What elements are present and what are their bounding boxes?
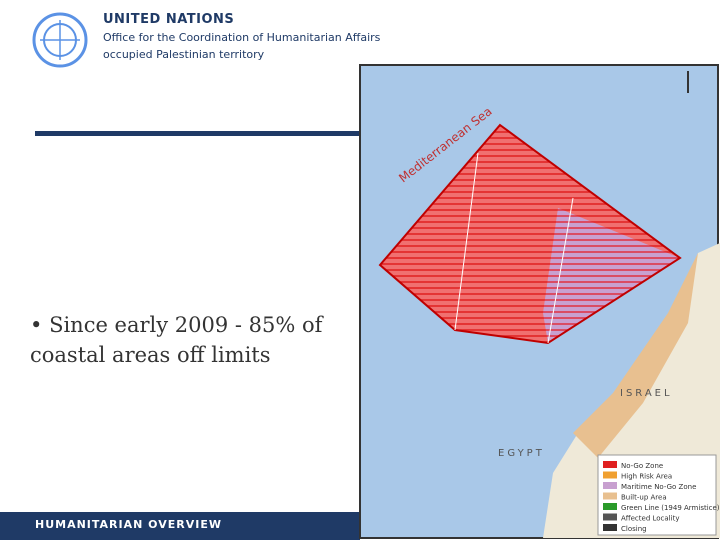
- legend-swatch: [603, 524, 617, 531]
- map-label: ISRAEL: [620, 388, 673, 399]
- legend-items: No-Go Zone High Risk Area Maritime No-Go Z…: [603, 461, 720, 533]
- legend-swatch: [603, 492, 617, 500]
- legend-swatch: [603, 471, 617, 479]
- map-label: EGYPT: [498, 448, 545, 459]
- office-name: Office for the Coordination of Humanitar…: [103, 31, 381, 44]
- legend-swatch: [603, 461, 617, 468]
- org-name: UNITED NATIONS: [103, 12, 235, 27]
- un-logo: [32, 12, 88, 68]
- footer-bar: [0, 512, 360, 540]
- map: Mediterranean Sea ISRAEL EGYPT No-Go Zon…: [359, 64, 720, 539]
- legend-swatch: [603, 513, 617, 521]
- legend-swatch: [603, 503, 617, 510]
- legend-swatch: [603, 482, 617, 489]
- legend-label: Affected Locality: [621, 515, 679, 523]
- legend-label: Green Line (1949 Armistice): [621, 504, 720, 512]
- divider: [35, 131, 360, 136]
- legend-label: Closing: [621, 525, 647, 533]
- legend: [597, 454, 717, 536]
- legend-label: No-Go Zone: [621, 462, 663, 470]
- footer-text: HUMANITARIAN OVERVIEW: [35, 518, 222, 531]
- territory-name: occupied Palestinian territory: [103, 48, 265, 61]
- legend-label: Maritime No-Go Zone: [621, 483, 696, 491]
- legend-label: Built-up Area: [621, 494, 667, 502]
- bullet-body: Since early 2009 - 85% of coastal areas …: [30, 313, 323, 367]
- bullet-text: • Since early 2009 - 85% of coastal area…: [30, 313, 323, 367]
- legend-label: High Risk Area: [621, 473, 672, 481]
